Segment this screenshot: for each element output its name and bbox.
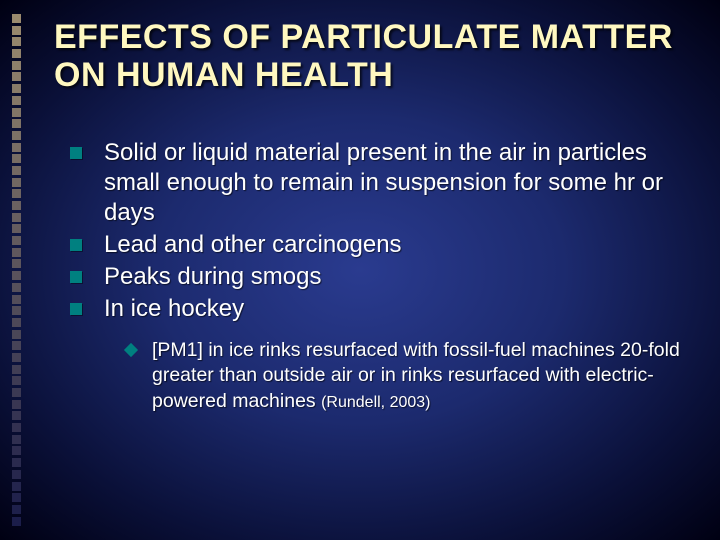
diamond-bullet-icon — [124, 343, 138, 357]
strip-square-icon — [12, 517, 21, 526]
strip-square-icon — [12, 259, 21, 268]
square-bullet-icon — [70, 303, 82, 315]
strip-square-icon — [12, 189, 21, 198]
bullet-text: Lead and other carcinogens — [104, 230, 402, 260]
strip-square-icon — [12, 26, 21, 35]
strip-square-icon — [12, 49, 21, 58]
strip-square-icon — [12, 108, 21, 117]
strip-square-icon — [12, 236, 21, 245]
sub-bullet-item: [PM1] in ice rinks resurfaced with fossi… — [126, 338, 684, 414]
strip-square-icon — [12, 423, 21, 432]
strip-square-icon — [12, 353, 21, 362]
strip-square-icon — [12, 213, 21, 222]
square-bullet-icon — [70, 147, 82, 159]
strip-square-icon — [12, 283, 21, 292]
strip-square-icon — [12, 341, 21, 350]
bullet-text: Solid or liquid material present in the … — [104, 138, 684, 228]
square-bullet-icon — [70, 239, 82, 251]
strip-square-icon — [12, 388, 21, 397]
square-bullet-icon — [70, 271, 82, 283]
strip-square-icon — [12, 201, 21, 210]
strip-square-icon — [12, 119, 21, 128]
strip-square-icon — [12, 306, 21, 315]
strip-square-icon — [12, 72, 21, 81]
bullet-item: Peaks during smogs — [70, 262, 684, 292]
strip-square-icon — [12, 178, 21, 187]
strip-square-icon — [12, 365, 21, 374]
strip-square-icon — [12, 446, 21, 455]
strip-square-icon — [12, 154, 21, 163]
bullet-item: In ice hockey — [70, 294, 684, 324]
strip-square-icon — [12, 400, 21, 409]
bullet-item: Lead and other carcinogens — [70, 230, 684, 260]
strip-square-icon — [12, 37, 21, 46]
strip-square-icon — [12, 14, 21, 23]
strip-square-icon — [12, 458, 21, 467]
strip-square-icon — [12, 318, 21, 327]
bullet-item: Solid or liquid material present in the … — [70, 138, 684, 228]
strip-square-icon — [12, 248, 21, 257]
strip-square-icon — [12, 61, 21, 70]
citation: (Rundell, 2003) — [321, 394, 430, 411]
strip-square-icon — [12, 482, 21, 491]
strip-square-icon — [12, 96, 21, 105]
bullet-text: In ice hockey — [104, 294, 244, 324]
strip-square-icon — [12, 376, 21, 385]
strip-square-icon — [12, 435, 21, 444]
slide: EFFECTS OF PARTICULATE MATTER ON HUMAN H… — [0, 0, 720, 540]
strip-square-icon — [12, 224, 21, 233]
strip-square-icon — [12, 143, 21, 152]
strip-square-icon — [12, 411, 21, 420]
slide-title: EFFECTS OF PARTICULATE MATTER ON HUMAN H… — [54, 18, 690, 94]
strip-square-icon — [12, 131, 21, 140]
decorative-strip — [12, 14, 32, 526]
strip-square-icon — [12, 505, 21, 514]
bullet-text: Peaks during smogs — [104, 262, 321, 292]
slide-body: Solid or liquid material present in the … — [70, 138, 684, 414]
strip-square-icon — [12, 295, 21, 304]
strip-square-icon — [12, 493, 21, 502]
sub-bullet-text: [PM1] in ice rinks resurfaced with fossi… — [152, 338, 684, 414]
strip-square-icon — [12, 271, 21, 280]
strip-square-icon — [12, 470, 21, 479]
strip-square-icon — [12, 166, 21, 175]
strip-square-icon — [12, 330, 21, 339]
strip-square-icon — [12, 84, 21, 93]
